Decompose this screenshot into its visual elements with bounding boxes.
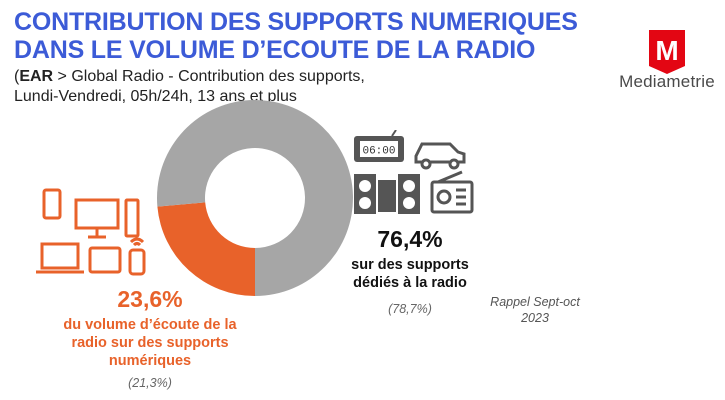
subtitle: (EAR > Global Radio - Contribution des s… — [14, 67, 434, 107]
digital-description: du volume d’écoute de la radio sur des s… — [40, 316, 260, 370]
page-title: CONTRIBUTION DES SUPPORTS NUMERIQUES DAN… — [14, 8, 578, 64]
title-line-1: CONTRIBUTION DES SUPPORTS NUMERIQUES — [14, 8, 578, 36]
title-line-2: DANS LE VOLUME D’ECOUTE DE LA RADIO — [14, 36, 536, 64]
subtitle-ear: EAR — [19, 68, 54, 85]
radio-percentage: 76,4% — [377, 226, 443, 252]
logo-letter: M — [655, 35, 678, 66]
digital-desc-line-1: du volume d’écoute de la — [63, 317, 237, 333]
digital-devices-icon — [36, 188, 146, 276]
smart-speaker-icon — [128, 248, 146, 276]
donut-slice-radio — [157, 100, 353, 296]
radio-desc-line-1: sur des supports — [351, 257, 469, 273]
smartphone-icon — [42, 188, 62, 220]
digital-recall-value: (21,3%) — [128, 376, 172, 390]
radio-recall-value: (78,7%) — [388, 302, 432, 316]
donut-chart — [157, 100, 353, 296]
digital-percentage: 23,6% — [117, 286, 183, 312]
radio-description: sur des supports dédiés à la radio — [330, 256, 490, 292]
hifi-system-icon — [354, 174, 420, 214]
radio-devices-icon: 06:00 — [354, 130, 474, 214]
mediametrie-logo: M — [649, 30, 685, 74]
monitor-icon — [74, 198, 120, 230]
subtitle-line-1: (EAR > Global Radio - Contribution des s… — [14, 67, 434, 87]
subtitle-paren: ( — [14, 68, 20, 85]
logo-shield-icon — [649, 30, 685, 74]
recall-note: Rappel Sept-oct 2023 — [470, 294, 600, 326]
desktop-tower-icon — [124, 198, 140, 238]
subtitle-line-2: Lundi-Vendredi, 05h/24h, 13 ans et plus — [14, 88, 297, 105]
donut-slice-digital — [157, 202, 255, 296]
car-icon — [414, 142, 466, 170]
recall-note-line-1: Rappel Sept-oct — [490, 295, 580, 309]
subtitle-rest: > Global Radio - Contribution des suppor… — [53, 68, 365, 85]
clock-radio-icon: 06:00 — [354, 130, 404, 162]
digital-desc-line-3: numériques — [108, 353, 192, 369]
recall-note-line-2: 2023 — [521, 311, 549, 325]
clock-display: 06:00 — [362, 146, 395, 158]
digital-desc-line-2: radio sur des supports — [71, 335, 229, 351]
radio-set-icon — [430, 170, 474, 214]
laptop-icon — [40, 242, 80, 270]
logo-text: Mediametrie — [619, 72, 715, 91]
tablet-icon — [88, 246, 122, 274]
radio-desc-line-2: dédiés à la radio — [353, 275, 467, 291]
